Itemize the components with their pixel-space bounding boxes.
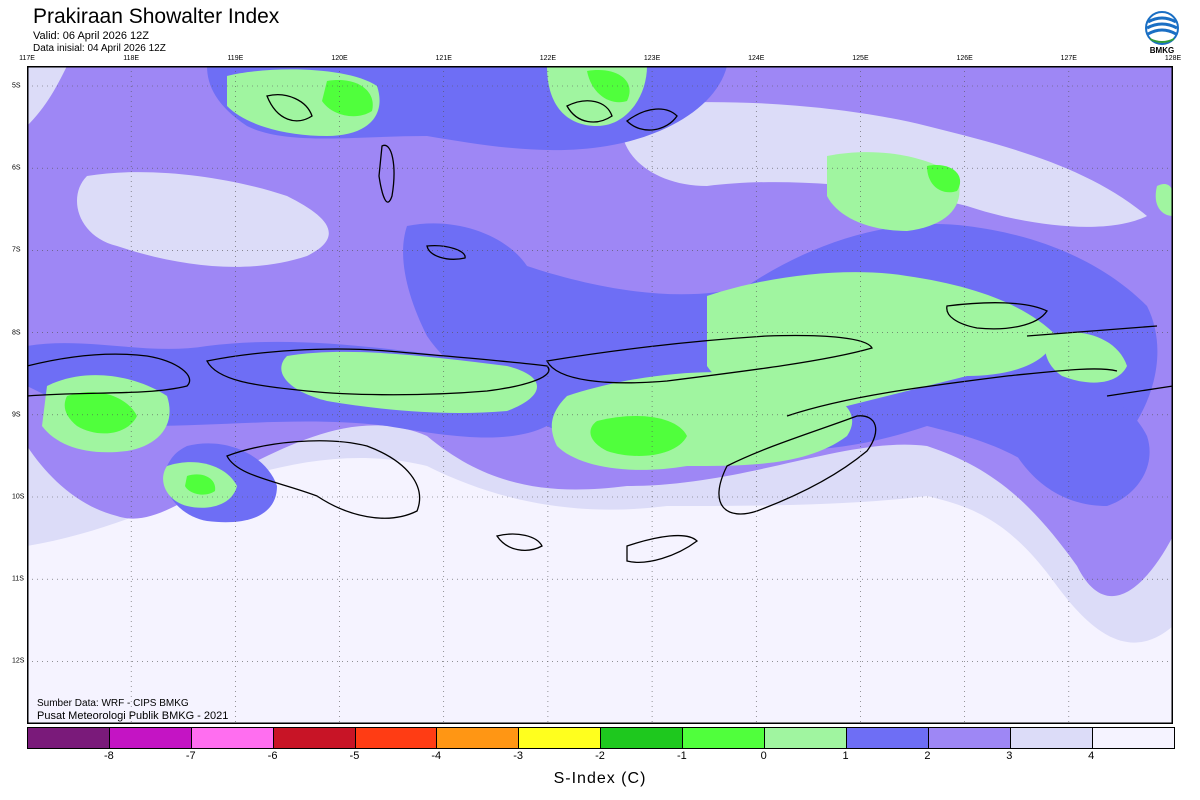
map-canvas <box>27 66 1173 724</box>
contour-green-islands <box>281 351 537 413</box>
colorbar-swatch <box>519 728 602 748</box>
colorbar-swatch <box>846 728 929 748</box>
latitude-label: 7S <box>12 246 21 254</box>
latitude-label: 10S <box>12 493 25 501</box>
longitude-label: 127E <box>1060 55 1077 62</box>
colorbar-tick-label: -1 <box>676 750 687 762</box>
colorbar-tick-label: -7 <box>185 750 196 762</box>
bmkg-logo-label: BMKG <box>1149 46 1175 55</box>
colorbar-tick-label: 0 <box>760 750 767 762</box>
latitude-label: 5S <box>12 82 21 90</box>
longitude-label: 126E <box>956 55 973 62</box>
colorbar-swatch <box>109 728 192 748</box>
bmkg-logo-icon <box>1145 11 1179 45</box>
contour-green-central <box>707 272 1057 409</box>
colorbar-swatch <box>273 728 356 748</box>
colorbar-tick-label: -5 <box>349 750 360 762</box>
contour-green-far-east <box>1155 184 1173 216</box>
colorbar-swatch <box>928 728 1011 748</box>
graticule <box>27 66 1173 724</box>
latitude-label: 12S <box>12 657 25 665</box>
organization-credit: Pusat Meteorologi Publik BMKG - 2021 <box>37 710 229 722</box>
longitude-label: 125E <box>852 55 869 62</box>
colorbar-swatch <box>191 728 274 748</box>
colorbar-swatch <box>683 728 766 748</box>
colorbar-tick-label: 4 <box>1088 750 1095 762</box>
longitude-label: 123E <box>643 55 661 62</box>
colorbar-swatch <box>1010 728 1093 748</box>
latitude-label: 9S <box>12 411 21 419</box>
colorbar-tick-label: -8 <box>103 750 114 762</box>
contour-core-north-1 <box>322 80 373 117</box>
colorbar-tick-label: -4 <box>431 750 442 762</box>
data-source-credit: Sumber Data: WRF - CIPS BMKG <box>37 698 189 709</box>
colorbar-swatch <box>437 728 520 748</box>
contour-green-east-1 <box>827 152 960 231</box>
colorbar-tick-label: 2 <box>924 750 931 762</box>
contour-core-sw <box>185 474 216 495</box>
longitude-label: 117E <box>19 55 35 62</box>
colorbar-tick-label: 1 <box>842 750 849 762</box>
longitude-label: 128E <box>1164 55 1182 62</box>
coastlines <box>27 94 1173 563</box>
longitude-label: 124E <box>748 55 765 62</box>
bmkg-logo: BMKG <box>1144 10 1180 58</box>
colorbar-title: S-Index (C) <box>553 770 647 787</box>
longitude-label: 119E <box>227 55 244 62</box>
contour-core-south <box>590 416 687 456</box>
colorbar-tick-label: -2 <box>595 750 605 762</box>
contour-core-north-2 <box>587 70 630 103</box>
colorbar-swatch <box>765 728 847 748</box>
longitude-label: 118E <box>123 55 140 62</box>
valid-time: Valid: 06 April 2026 12Z <box>33 30 149 42</box>
latitude-label: 11S <box>12 575 24 583</box>
initial-time: Data inisial: 04 April 2026 12Z <box>33 43 166 54</box>
longitude-label: 120E <box>331 55 348 62</box>
contour-core-east <box>927 165 961 193</box>
colorbar-swatch <box>601 728 684 748</box>
longitude-label: 121E <box>435 55 452 62</box>
latitude-label: 6S <box>12 164 21 172</box>
forecast-map <box>27 66 1173 724</box>
map-border <box>27 66 1173 724</box>
page-title: Prakiraan Showalter Index <box>33 5 280 28</box>
contour-core-west <box>64 392 137 434</box>
colorbar <box>27 727 1176 749</box>
colorbar-tick-label: -6 <box>267 750 278 762</box>
colorbar-swatch <box>1092 728 1175 748</box>
colorbar-swatch <box>28 728 110 748</box>
longitude-label: 122E <box>539 55 557 62</box>
colorbar-tick-label: -3 <box>513 750 524 762</box>
contour-patch-blue-se <box>1011 383 1150 506</box>
colorbar-tick-label: 3 <box>1006 750 1013 762</box>
contour-patch-light-west <box>77 172 329 267</box>
colorbar-swatch <box>355 728 438 748</box>
latitude-label: 8S <box>12 329 21 337</box>
